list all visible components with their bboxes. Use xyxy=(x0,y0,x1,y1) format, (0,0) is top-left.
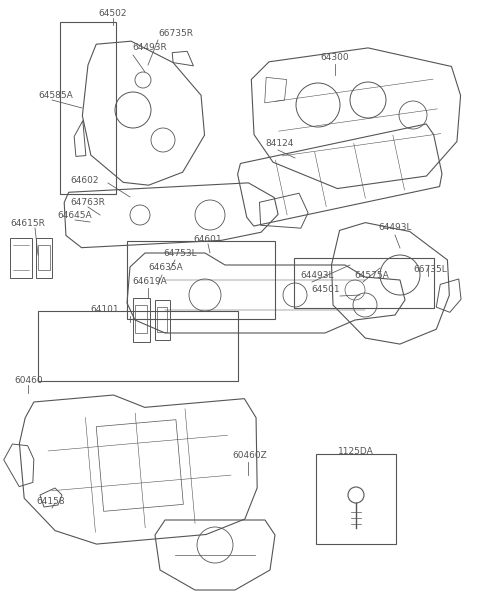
Text: 84124: 84124 xyxy=(265,139,293,148)
Text: 64493R: 64493R xyxy=(132,43,167,52)
Text: 64763R: 64763R xyxy=(70,198,105,207)
Text: 64501: 64501 xyxy=(312,285,340,294)
Bar xyxy=(294,258,434,308)
Text: 64158: 64158 xyxy=(36,497,65,506)
Text: 64619A: 64619A xyxy=(132,277,167,286)
Text: 64635A: 64635A xyxy=(148,263,183,272)
Bar xyxy=(316,454,396,544)
Text: 64493L: 64493L xyxy=(300,271,334,280)
Text: 64101: 64101 xyxy=(91,305,120,314)
Bar xyxy=(157,307,167,332)
Text: 66735L: 66735L xyxy=(413,265,447,274)
Text: 64753L: 64753L xyxy=(163,249,197,258)
Text: 60460Z: 60460Z xyxy=(232,451,267,460)
Bar xyxy=(135,305,147,333)
Text: 64585A: 64585A xyxy=(38,91,73,100)
Text: 64493L: 64493L xyxy=(378,223,411,232)
Bar xyxy=(38,311,238,381)
Bar xyxy=(127,241,275,319)
Text: 60460: 60460 xyxy=(14,376,43,385)
Text: 1125DA: 1125DA xyxy=(338,447,374,456)
Text: 64615R: 64615R xyxy=(10,219,45,228)
Text: 64645A: 64645A xyxy=(57,211,92,220)
Text: 64575A: 64575A xyxy=(354,271,389,280)
Text: 64602: 64602 xyxy=(71,176,99,185)
Text: 64502: 64502 xyxy=(99,9,127,18)
Text: 64601: 64601 xyxy=(194,235,222,244)
Text: 64300: 64300 xyxy=(321,53,349,62)
Text: 66735R: 66735R xyxy=(158,29,193,38)
Bar xyxy=(60,22,116,194)
Bar xyxy=(38,245,50,270)
